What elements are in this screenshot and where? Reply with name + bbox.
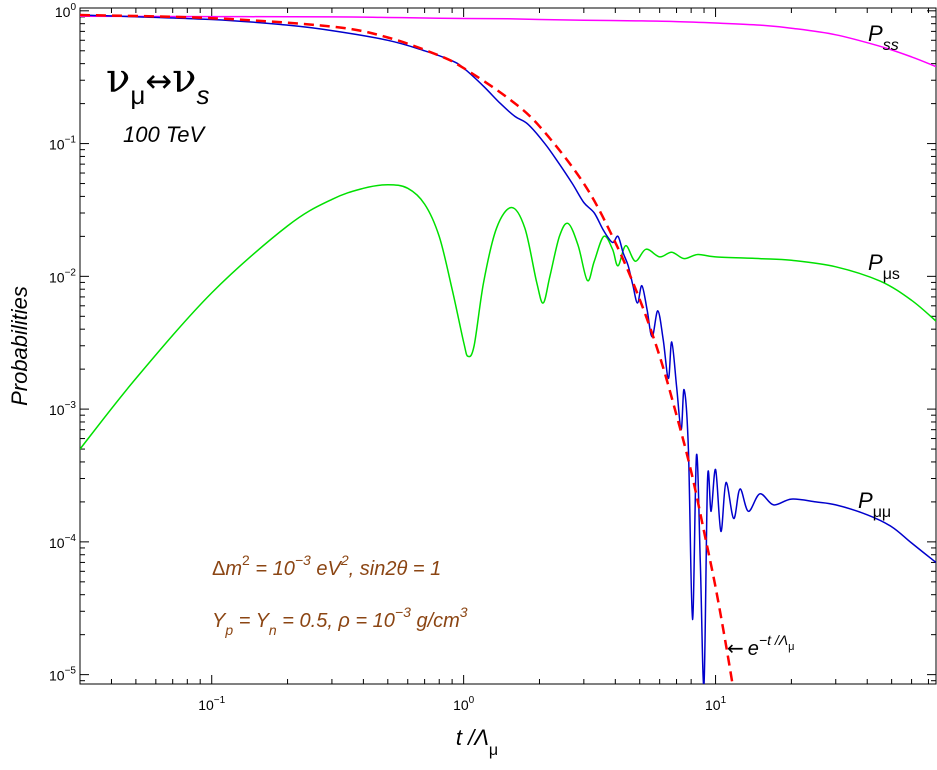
y-tick-label: 10−3: [49, 400, 76, 418]
series-label-pmus: Pμs: [868, 250, 900, 283]
x-tick-label: 10−1: [198, 695, 225, 713]
series-label-pmumu: Pμμ: [858, 488, 891, 521]
series-label-pss: Pss: [868, 21, 899, 54]
energy-annotation: 100 TeV: [123, 122, 206, 147]
y-tick-label: 10−4: [49, 533, 76, 551]
params-annotation-2: Yp = Yn = 0.5, ρ = 10−3 g/cm3: [212, 604, 468, 638]
axis-ticks: [79, 8, 936, 684]
x-tick-label: 101: [705, 695, 727, 713]
y-tick-label: 10−1: [49, 135, 76, 153]
y-tick-label: 10−2: [49, 267, 76, 285]
x-axis-label: t /Λμ: [456, 725, 498, 759]
series-line-pmus: [80, 183, 936, 450]
title-annotation: νμ↔νs: [106, 56, 209, 110]
series-label-exp: ← e−t /Λμ: [727, 632, 794, 660]
y-axis-label: Probabilities: [7, 286, 32, 406]
y-tick-label: 10−5: [49, 666, 76, 684]
x-tick-labels: 10−1 100 101: [198, 695, 726, 713]
params-annotation-1: Δm2 = 10−3 eV2, sin2θ = 1: [212, 552, 441, 580]
y-tick-label: 100: [55, 2, 77, 20]
x-tick-label: 100: [453, 695, 475, 713]
y-tick-labels: 100 10−1 10−2 10−3 10−4 10−5: [49, 2, 76, 684]
series-line-pmumu: [80, 14, 936, 684]
series-line-exp: [80, 13, 734, 684]
series-group: [80, 13, 936, 684]
series-line-pss: [80, 15, 936, 68]
